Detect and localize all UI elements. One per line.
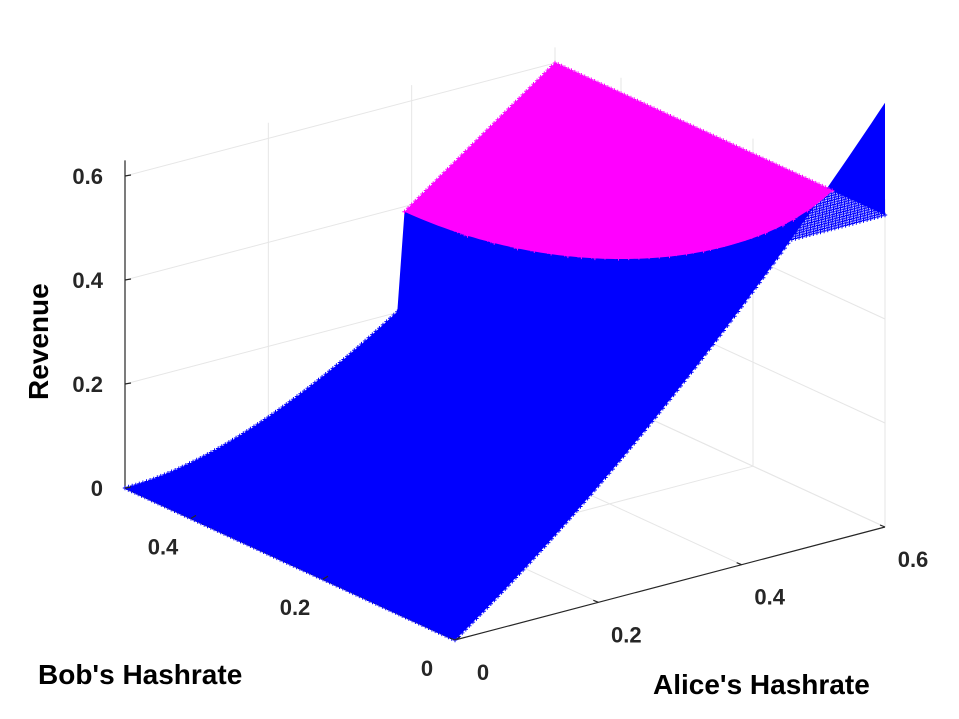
y-tick-mark <box>322 575 329 580</box>
x-axis-line <box>454 526 886 641</box>
x-tick-mark <box>449 637 456 641</box>
z-tick-mark <box>124 174 132 177</box>
x-tick-mark <box>593 599 599 603</box>
y-tick-label: 0 <box>421 656 433 681</box>
y-tick-mark <box>190 514 197 519</box>
x-tick-mark <box>736 562 742 566</box>
x-tick-label: 0.4 <box>754 585 785 610</box>
z-tick-label: 0.2 <box>72 372 103 397</box>
z-tick-mark <box>124 278 132 281</box>
y-tick-mark <box>454 636 461 641</box>
grid-line <box>124 62 556 177</box>
z-tick-label: 0.4 <box>72 268 103 293</box>
x-tick-mark <box>879 524 886 528</box>
z-tick-label: 0 <box>91 476 103 501</box>
x-tick-label: 0 <box>477 660 489 685</box>
surface-markers-magenta <box>402 60 835 261</box>
z-tick-mark <box>124 486 132 489</box>
surface-mesh <box>122 60 888 643</box>
y-axis-label: Bob's Hashrate <box>38 659 242 690</box>
z-tick-mark <box>124 382 132 385</box>
y-tick-label: 0.2 <box>280 595 311 620</box>
x-tick-label: 0.6 <box>898 547 929 572</box>
z-axis-label: Revenue <box>23 283 54 400</box>
surface-region-magenta <box>402 60 835 261</box>
x-tick-label: 0.2 <box>611 622 642 647</box>
tick-labels: 0 0.2 0.4 0.6 0 0.2 0.4 0.6 0 0.2 0.4 <box>72 164 928 685</box>
x-axis-label: Alice's Hashrate <box>653 669 870 700</box>
y-tick-label: 0.4 <box>148 534 179 559</box>
z-tick-label: 0.6 <box>72 164 103 189</box>
